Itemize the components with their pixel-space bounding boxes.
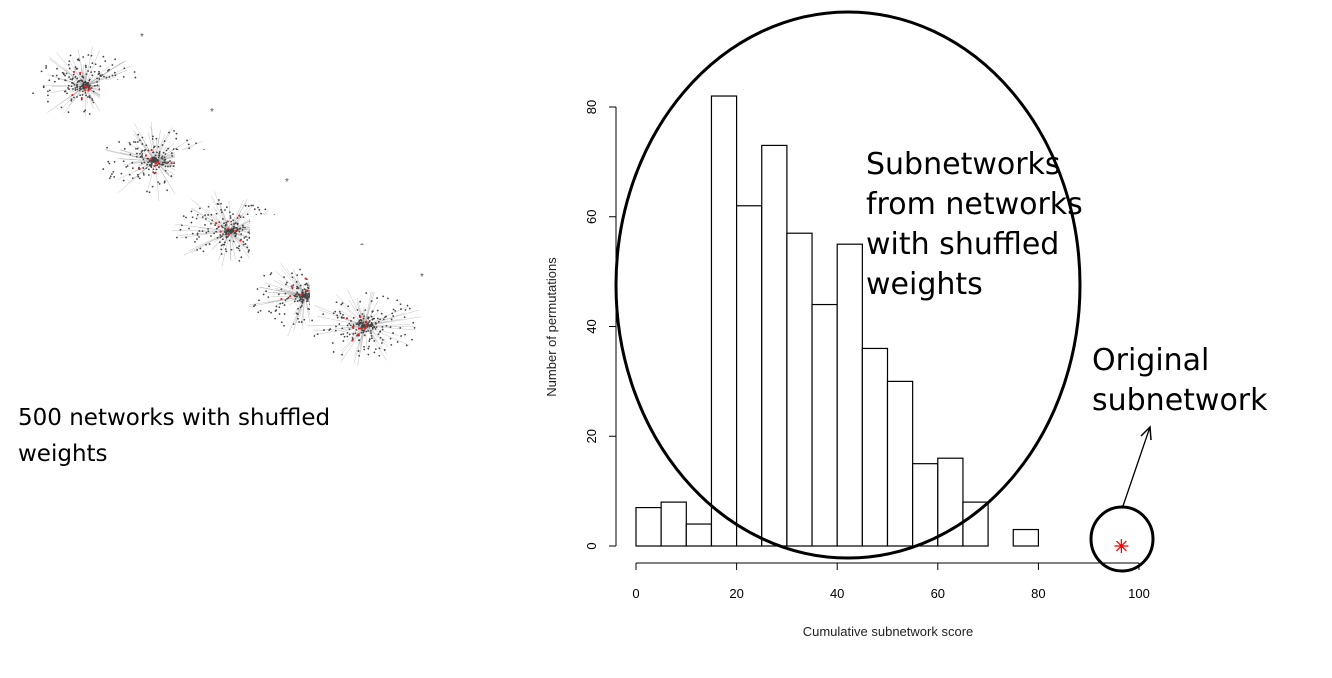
histogram-bar <box>685 523 713 547</box>
histogram-bar <box>786 232 813 547</box>
svg-text:*: * <box>140 32 144 43</box>
histogram-bar <box>912 463 939 547</box>
shuffled-annotation: Subnetworks from networks with shuffled … <box>866 145 1083 305</box>
histogram-bar <box>635 506 662 547</box>
svg-text:*: * <box>420 272 424 283</box>
network-thumbnail: * <box>172 150 305 270</box>
annotation-line: with shuffled <box>866 227 1060 262</box>
svg-text:*: * <box>210 107 214 118</box>
histogram-bar <box>836 243 863 547</box>
original-point-circle <box>1089 505 1155 573</box>
x-axis-label: Cumulative subnetwork score <box>803 624 974 639</box>
x-tick-label: 0 <box>632 586 639 601</box>
original-annotation: Original subnetwork <box>1092 341 1268 421</box>
histogram-bar <box>811 303 838 547</box>
x-tick-label: 100 <box>1128 586 1150 601</box>
y-tick-label: 20 <box>584 429 599 443</box>
y-axis-label: Number of permutations <box>544 257 559 397</box>
network-thumbnail: * <box>30 5 160 125</box>
original-point-marker <box>1114 539 1129 553</box>
annotation-line: Original <box>1092 343 1210 378</box>
shuffled-cluster-ellipse <box>614 10 1082 560</box>
arrow-head <box>1140 425 1152 441</box>
histogram-bar <box>861 347 889 547</box>
arrow-line <box>1122 426 1151 507</box>
x-tick-label: 20 <box>729 586 743 601</box>
networks-caption: 500 networks with shuffled weights <box>18 405 331 467</box>
annotation-line: weights <box>866 267 983 302</box>
x-tick-label: 60 <box>931 586 945 601</box>
y-tick-label: 0 <box>584 542 599 549</box>
annotation-line: subnetwork <box>1092 383 1268 418</box>
histogram-bar <box>710 95 738 547</box>
shuffled-network-thumbnails: ***** <box>30 5 440 366</box>
x-tick-label: 80 <box>1031 586 1045 601</box>
histogram-bar <box>660 501 687 547</box>
histogram-bar <box>761 144 788 547</box>
annotation-line: from networks <box>866 187 1083 222</box>
y-tick-label: 60 <box>584 210 599 224</box>
y-tick-label: 80 <box>584 100 599 114</box>
annotation-line: Subnetworks <box>866 147 1061 182</box>
y-tick-label: 40 <box>584 319 599 333</box>
histogram-bar <box>735 205 763 547</box>
histogram-bar <box>1012 528 1039 547</box>
svg-text:*: * <box>285 177 289 188</box>
x-tick-label: 40 <box>830 586 844 601</box>
histogram-bar <box>937 457 964 547</box>
network-thumbnail: * <box>307 245 440 366</box>
histogram-bar <box>886 380 914 547</box>
histogram-bar <box>962 501 989 547</box>
